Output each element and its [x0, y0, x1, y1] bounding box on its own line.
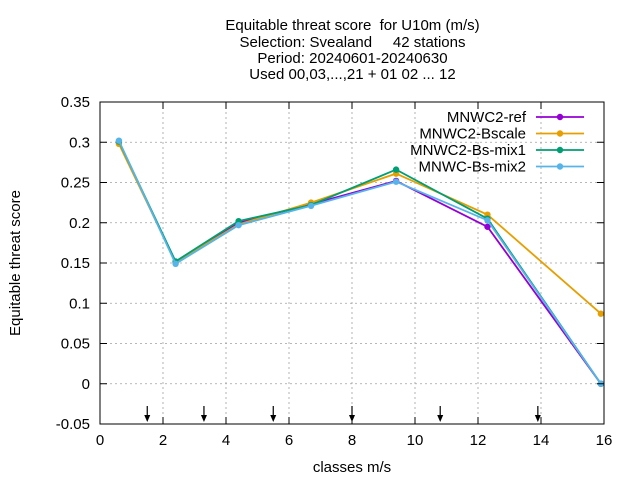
arrow-head — [437, 415, 444, 422]
y-axis-label: Equitable threat score — [7, 190, 24, 336]
legend-label: MNWC2-Bscale — [419, 126, 526, 143]
x-axis-label: classes m/s — [313, 459, 391, 476]
y-tick-label: 0.1 — [69, 295, 90, 312]
class-boundary-arrow — [200, 406, 207, 422]
data-point — [392, 178, 400, 185]
y-tick-label: 0.3 — [69, 134, 90, 151]
legend-marker — [556, 146, 564, 154]
chart-title-line-2: Selection: Svealand 42 stations — [239, 34, 466, 51]
data-point — [392, 166, 400, 173]
data-point — [235, 221, 242, 229]
class-boundary-arrow — [144, 406, 151, 422]
y-tick-label: -0.05 — [56, 416, 90, 433]
legend-entry: MNWC2-Bs-mix1 — [410, 142, 584, 159]
x-tick-label: 6 — [285, 432, 293, 449]
legend-marker — [556, 113, 564, 121]
data-point — [484, 217, 491, 224]
y-tick-label: 0 — [82, 376, 90, 393]
series-mnwc2-bscale — [115, 140, 605, 317]
y-tick-label: 0.15 — [61, 255, 90, 272]
series-line — [118, 141, 602, 385]
arrow-head — [534, 415, 541, 422]
chart-title-line-1: Equitable threat score for U10m (m/s) — [225, 17, 480, 34]
series-line — [118, 143, 602, 315]
x-tick-label: 2 — [159, 432, 167, 449]
x-tick-label: 14 — [533, 432, 550, 449]
series-line — [118, 140, 602, 385]
legend-entry: MNWC2-ref — [447, 109, 584, 126]
legend-marker — [556, 130, 564, 137]
arrow-head — [144, 415, 151, 422]
class-boundary-arrow — [534, 406, 541, 422]
data-point — [115, 137, 123, 144]
series-mnwc2-bs-mix1 — [115, 138, 605, 387]
data-point — [307, 202, 315, 210]
data-point — [597, 310, 605, 317]
legend-marker — [556, 163, 564, 170]
class-boundary-arrows — [144, 406, 541, 422]
x-tick-label: 0 — [96, 432, 104, 449]
legend-entry: MNWC2-Bscale — [419, 126, 584, 143]
x-tick-label: 10 — [407, 432, 424, 449]
legend-label: MNWC2-ref — [447, 109, 527, 126]
legend: MNWC2-refMNWC2-BscaleMNWC2-Bs-mix1MNWC-B… — [410, 109, 584, 176]
grid — [100, 102, 604, 424]
class-boundary-arrow — [270, 406, 277, 422]
legend-entry: MNWC-Bs-mix2 — [419, 159, 584, 176]
data-point — [172, 260, 179, 268]
x-tick-label: 16 — [596, 432, 613, 449]
y-tick-label: 0.35 — [61, 94, 90, 111]
legend-label: MNWC-Bs-mix2 — [419, 159, 526, 176]
series-mnwc-bs-mix2 — [115, 137, 605, 387]
arrow-head — [270, 415, 277, 422]
arrow-head — [200, 415, 207, 422]
x-tick-label: 8 — [348, 432, 356, 449]
chart-title-line-3: Period: 20240601-20240630 — [257, 50, 448, 67]
chart-title-line-4: Used 00,03,...,21 + 01 02 ... 12 — [249, 66, 456, 83]
series-lines — [115, 137, 605, 387]
y-tick-label: 0.25 — [61, 175, 90, 192]
legend-label: MNWC2-Bs-mix1 — [410, 142, 526, 159]
y-tick-label: 0.05 — [61, 336, 90, 353]
class-boundary-arrow — [437, 406, 444, 422]
y-tick-label: 0.2 — [69, 215, 90, 232]
data-point — [484, 223, 491, 230]
x-tick-label: 4 — [222, 432, 230, 449]
x-tick-label: 12 — [470, 432, 487, 449]
axis-ticks: -0.05 0 0.05 0.1 0.15 0.2 0.25 0.3 0.35 0 2 4 6 8 10 12… — [56, 94, 613, 449]
